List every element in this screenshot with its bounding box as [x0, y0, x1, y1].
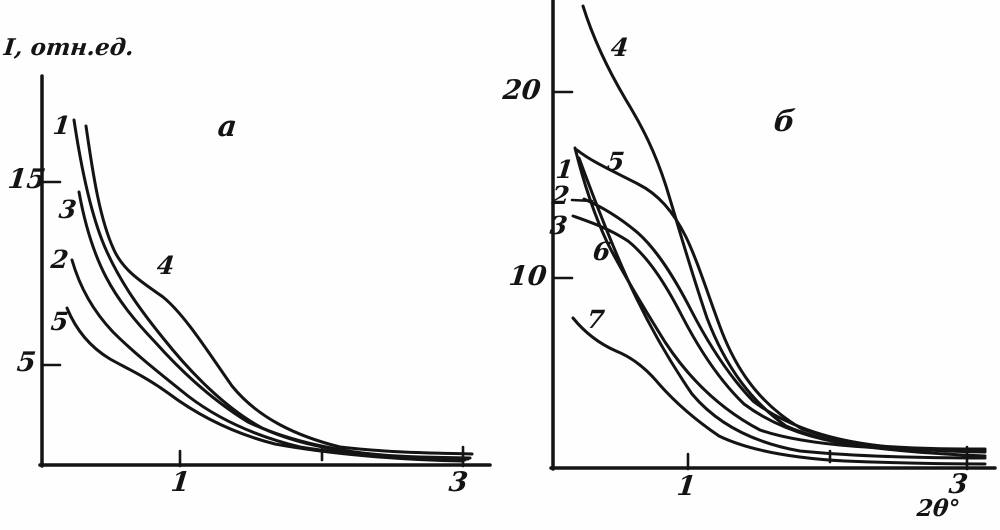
panel-a-curve-4 — [84, 124, 474, 456]
panel-a-xtick-label-3: 3 — [447, 467, 470, 498]
panel-a-curve-3 — [77, 190, 470, 461]
panel-b-ytick-label-20: 20 — [501, 75, 543, 106]
panel-b-curve-2 — [582, 197, 987, 451]
y-axis-title: I, отн.ед. — [2, 34, 136, 61]
panel-b-curve-label-6: 6 — [591, 237, 612, 266]
panel-b-axes — [549, 0, 997, 471]
panel-a-curve-1 — [72, 118, 472, 460]
panel-a-curve-label-4: 4 — [155, 251, 176, 280]
panel-b-curve-6 — [577, 156, 987, 460]
panel-b-ytick-label-10: 10 — [507, 261, 549, 292]
panel-a-xtick-label-1: 1 — [169, 467, 192, 498]
panel-a-ytick-label-15: 15 — [6, 164, 48, 195]
panel-b-curve-4 — [581, 4, 987, 458]
panel-a-curve-label-3: 3 — [57, 195, 78, 224]
panel-a-curve-label-5: 5 — [49, 307, 70, 336]
panel-a-curve-label-2: 2 — [49, 245, 70, 274]
panel-b-curve-2-pointer — [570, 198, 594, 203]
panel-b-curve-3 — [571, 214, 987, 453]
x-axis-title: 2θ° — [915, 495, 962, 522]
panel-a-curve-5 — [65, 306, 464, 463]
panel-b-curve-label-4: 4 — [609, 33, 630, 62]
panel-b-curve-label-2: 2 — [550, 181, 571, 210]
panel-b-xtick-label-1: 1 — [675, 471, 698, 502]
panel-b-curve-label-5: 5 — [605, 147, 626, 176]
panel-a-axes — [38, 74, 492, 468]
panel-a-curves — [65, 118, 474, 463]
panel-a-ytick-label-5: 5 — [15, 347, 38, 378]
panel-b-curves — [570, 4, 987, 466]
panel-b-xtick-label-3: 3 — [947, 469, 970, 500]
panel-b-curve-7 — [571, 316, 987, 466]
panel-b-curve-label-3: 3 — [548, 211, 569, 240]
panel-a-curve-label-1: 1 — [51, 111, 72, 140]
panel-b-label: б — [772, 104, 797, 138]
panel-b-curve-label-7: 7 — [585, 305, 606, 334]
panel-b-curve-label-1: 1 — [554, 155, 575, 184]
panel-a-label: а — [216, 109, 239, 143]
